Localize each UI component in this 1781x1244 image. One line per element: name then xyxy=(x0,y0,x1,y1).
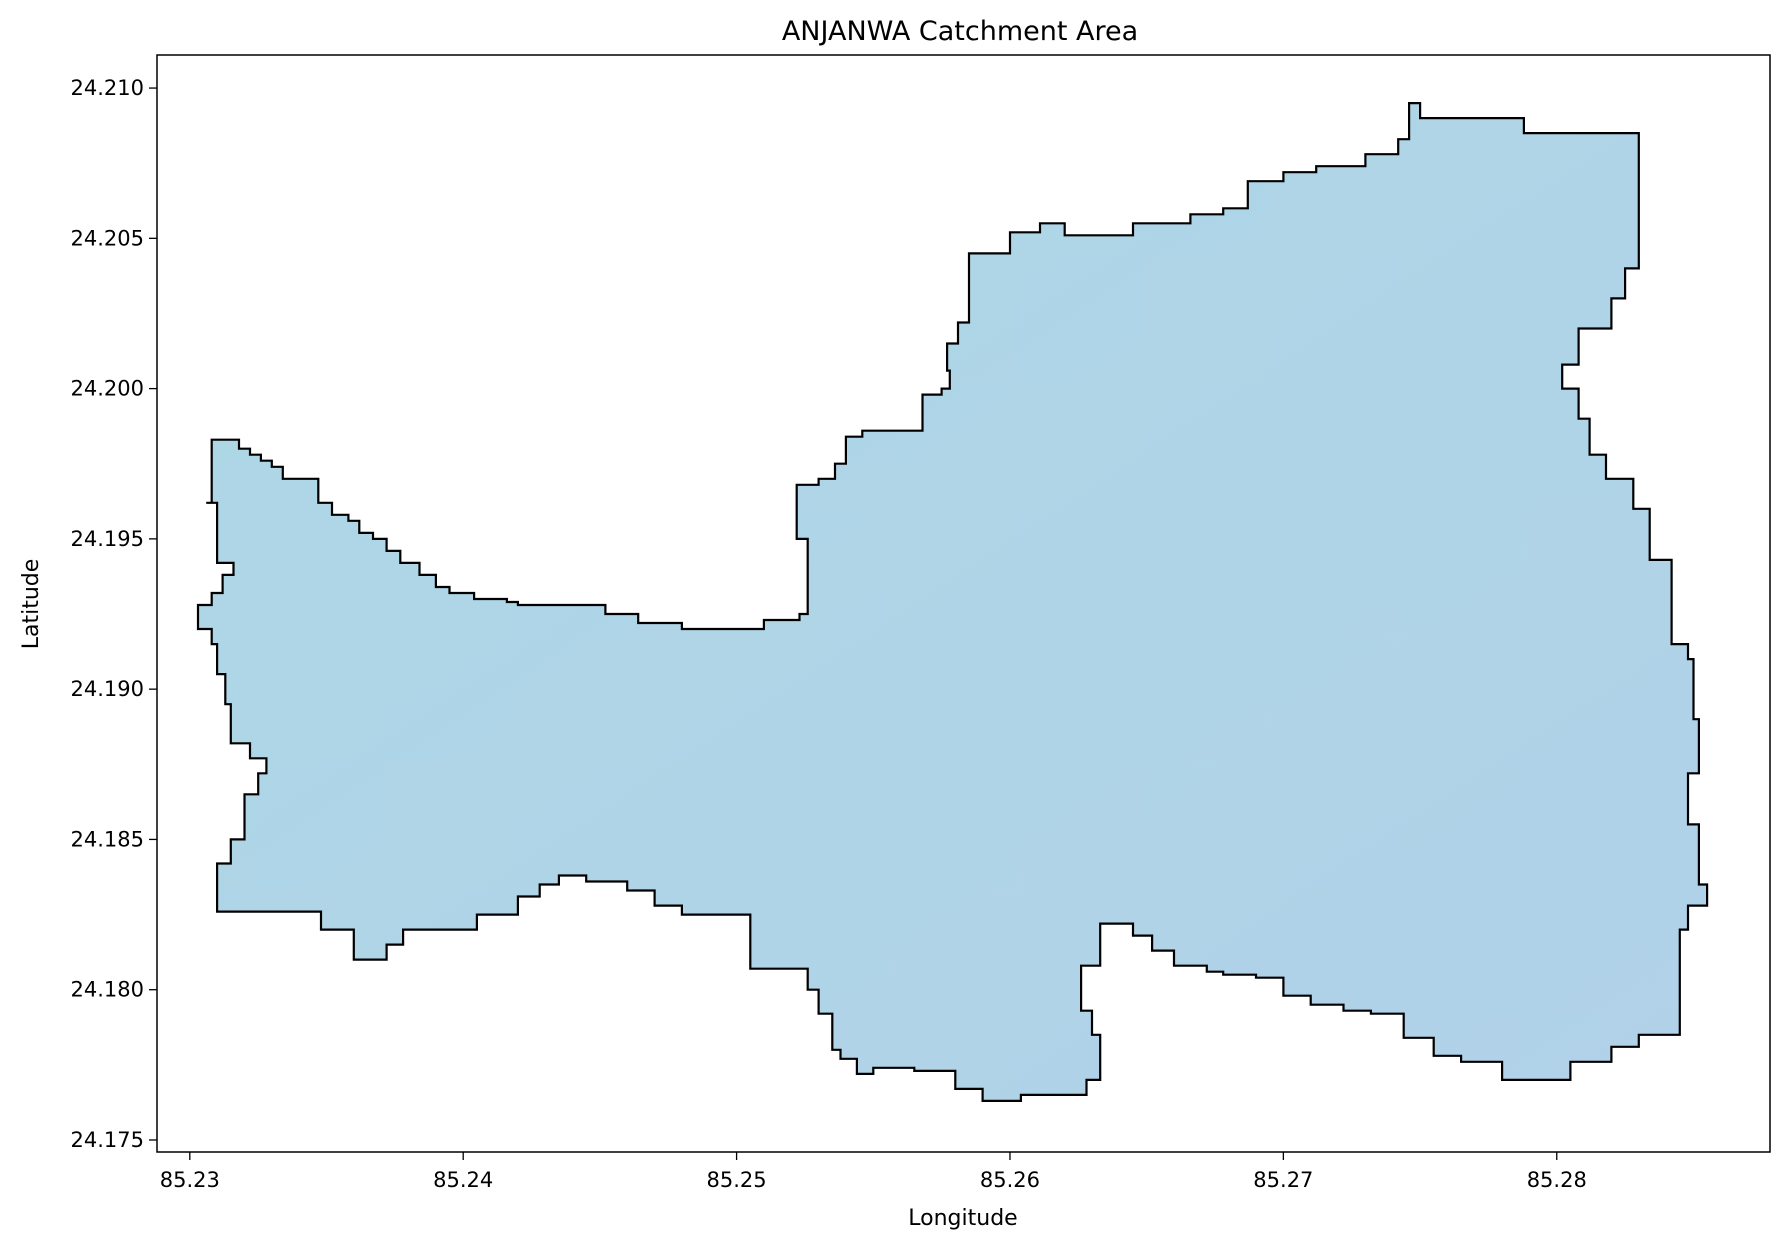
x-tick-label: 85.23 xyxy=(160,1168,220,1192)
axes-frame xyxy=(156,54,1771,1153)
y-axis-label: Latitude xyxy=(19,559,44,650)
y-tick-label: 24.190 xyxy=(71,677,144,701)
catchment-polygon xyxy=(196,102,1709,1102)
y-tick-label: 24.200 xyxy=(71,377,144,401)
x-axis: 85.23 85.24 85.25 85.26 85.27 85.28 xyxy=(160,1152,1587,1192)
x-tick-label: 85.26 xyxy=(980,1168,1040,1192)
y-tick-label: 24.205 xyxy=(71,226,144,250)
x-tick-label: 85.28 xyxy=(1527,1168,1587,1192)
y-tick-label: 24.180 xyxy=(71,978,144,1002)
y-tick-label: 24.195 xyxy=(71,527,144,551)
y-tick-label: 24.210 xyxy=(71,76,144,100)
chart-title: ANJANWA Catchment Area xyxy=(782,16,1138,47)
y-axis: 24.175 24.180 24.185 24.190 24.195 24.200 24.2… xyxy=(71,76,157,1152)
x-tick-label: 85.27 xyxy=(1253,1168,1313,1192)
y-tick-label: 24.175 xyxy=(71,1128,144,1152)
x-axis-label: Longitude xyxy=(908,1206,1017,1231)
plot-area xyxy=(156,54,1771,1153)
x-tick-label: 85.25 xyxy=(707,1168,767,1192)
y-tick-label: 24.185 xyxy=(71,827,144,851)
x-tick-label: 85.24 xyxy=(433,1168,493,1192)
